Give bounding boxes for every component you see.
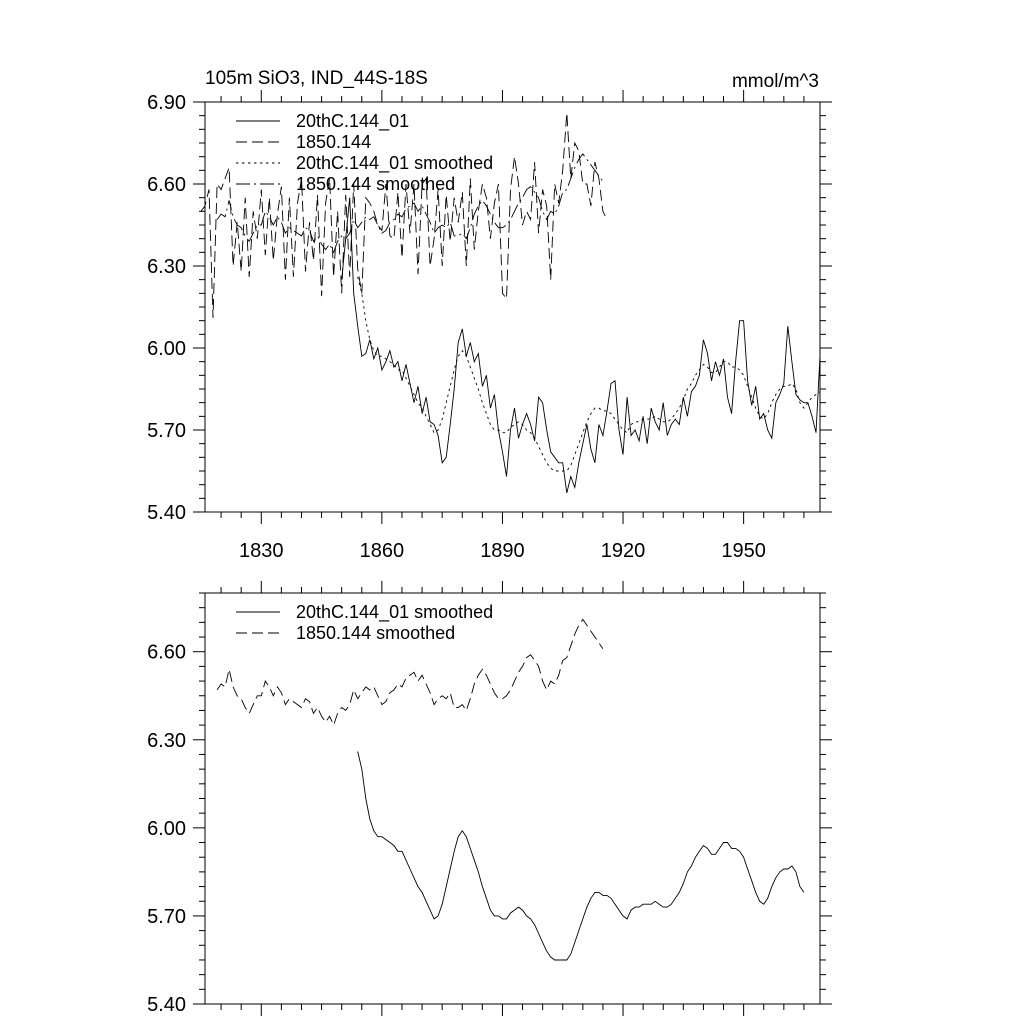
legend-label: 20thC.144_01 (296, 111, 409, 132)
y-tick-label: 6.00 (147, 818, 186, 840)
x-tick-label: 1920 (601, 540, 646, 562)
x-tick-label: 1890 (480, 540, 525, 562)
x-tick-label: 1860 (360, 540, 405, 562)
units-label: mmol/m^3 (732, 71, 819, 92)
legend-label: 20thC.144_01 smoothed (296, 153, 493, 174)
y-tick-label: 6.30 (147, 730, 186, 752)
x-tick-label: 1830 (239, 540, 284, 562)
legend-label: 20thC.144_01 smoothed (296, 602, 493, 623)
legend-label: 1850.144 (296, 132, 371, 152)
series-line (357, 751, 805, 961)
y-tick-label: 5.40 (147, 994, 186, 1016)
series-line (341, 197, 821, 494)
plot-frame (204, 592, 821, 1005)
y-tick-label: 5.70 (147, 906, 186, 928)
chart-title: 105m SiO3, IND_44S-18S (205, 68, 428, 89)
x-tick-label: 1950 (721, 540, 766, 562)
y-tick-label: 6.00 (147, 338, 186, 360)
y-tick-label: 5.70 (147, 420, 186, 442)
series-line (357, 276, 821, 472)
y-tick-label: 6.60 (147, 642, 186, 664)
y-tick-label: 5.40 (147, 502, 186, 524)
y-tick-label: 6.90 (147, 92, 186, 114)
panel-1: 5.40 5.70 6.00 6.30 6.60 6.90 1830 1860 1890 1920… (147, 68, 832, 562)
y-tick-label: 6.30 (147, 256, 186, 278)
series-line (216, 618, 604, 727)
series-line (216, 153, 604, 254)
legend-label: 1850.144 smoothed (296, 623, 455, 643)
panel-2: 5.40 5.70 6.00 6.30 6.60 20thC.144_01 smoothe… (147, 581, 832, 1016)
legend-label: 1850.144 smoothed (296, 174, 455, 194)
y-tick-label: 6.60 (147, 174, 186, 196)
series-line (200, 112, 608, 318)
